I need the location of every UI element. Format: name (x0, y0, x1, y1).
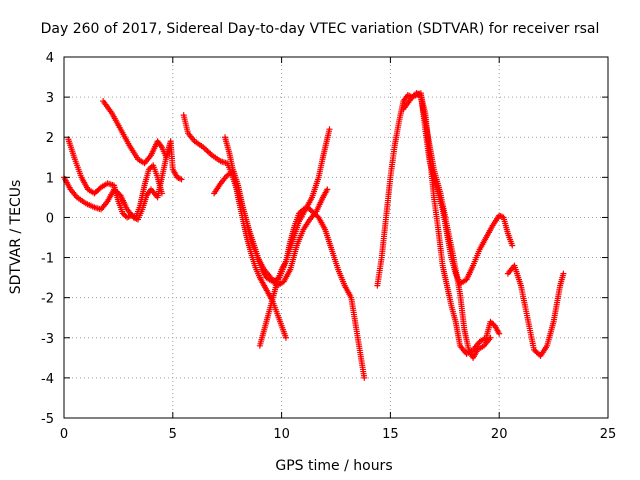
y-tick-label: -1 (41, 252, 54, 267)
chart-title: Day 260 of 2017, Sidereal Day-to-day VTE… (41, 21, 600, 37)
data-point (509, 242, 516, 249)
satellite-track (100, 98, 174, 167)
y-tick-label: -4 (41, 372, 54, 387)
x-axis-title: GPS time / hours (275, 458, 392, 474)
y-axis-title: SDTVAR / TECUs (8, 180, 24, 295)
y-tick-label: -5 (41, 412, 54, 427)
y-tick-label: -3 (41, 332, 54, 347)
plot-frame (63, 56, 609, 419)
y-tick-label: 1 (46, 171, 54, 186)
data-point (178, 176, 185, 183)
data-point (282, 334, 289, 341)
satellite-track (417, 94, 494, 361)
satellite-track (256, 204, 368, 381)
satellite-track (65, 136, 165, 221)
y-tick-label: 4 (46, 51, 54, 66)
data-point (487, 334, 494, 341)
y-tick-labels: -5 -4 -3 -2 -1 0 1 2 3 4 (41, 51, 54, 427)
satellite-track (504, 262, 567, 359)
data-point (560, 270, 567, 277)
x-tick-label: 5 (169, 427, 177, 442)
tick-marks (63, 56, 609, 419)
data-point (324, 186, 331, 193)
x-tick-labels: 0 5 10 15 20 25 (60, 427, 616, 442)
y-tick-label: 2 (46, 131, 54, 146)
y-tick-label: 0 (46, 211, 54, 226)
data-point (326, 126, 333, 133)
y-tick-label: 3 (46, 91, 54, 106)
data-point (158, 190, 165, 197)
y-tick-label: -2 (41, 292, 54, 307)
x-tick-label: 20 (491, 427, 508, 442)
data-point (361, 374, 368, 381)
series-layer (61, 90, 567, 381)
x-tick-label: 0 (60, 427, 68, 442)
x-tick-label: 10 (273, 427, 290, 442)
x-tick-label: 25 (600, 427, 617, 442)
data-point (496, 330, 503, 337)
data-point (167, 140, 174, 147)
x-tick-label: 15 (382, 427, 399, 442)
